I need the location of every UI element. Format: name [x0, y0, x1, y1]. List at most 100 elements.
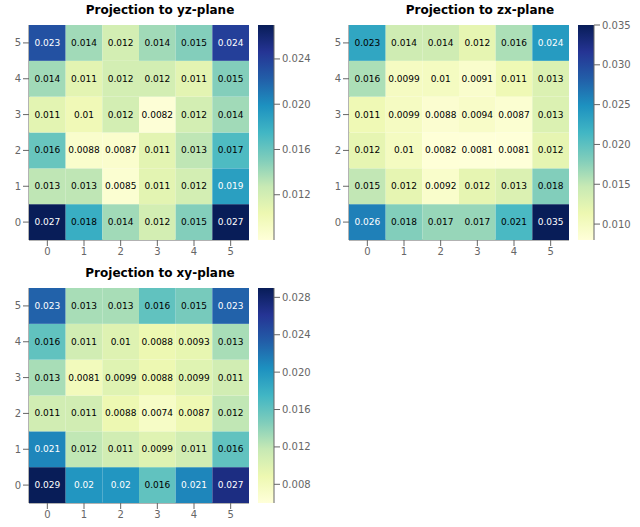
svg-text:0.025: 0.025	[602, 99, 631, 110]
svg-text:0: 0	[15, 217, 21, 228]
svg-text:5: 5	[227, 509, 233, 520]
svg-text:0.013: 0.013	[501, 181, 527, 191]
svg-text:0.0081: 0.0081	[498, 145, 530, 155]
svg-text:0.013: 0.013	[34, 181, 60, 191]
svg-text:5: 5	[15, 300, 21, 311]
svg-text:0.024: 0.024	[282, 329, 311, 340]
svg-text:2: 2	[15, 145, 21, 156]
svg-text:0: 0	[364, 246, 370, 257]
svg-text:0.015: 0.015	[181, 301, 207, 311]
svg-text:0.014: 0.014	[108, 217, 134, 227]
svg-text:0.013: 0.013	[538, 74, 564, 84]
svg-text:0.024: 0.024	[282, 53, 311, 64]
svg-text:3: 3	[15, 372, 21, 383]
svg-text:0.016: 0.016	[282, 144, 311, 155]
svg-text:2: 2	[335, 145, 341, 156]
svg-text:0.014: 0.014	[34, 74, 60, 84]
svg-text:0.029: 0.029	[34, 480, 60, 490]
svg-text:0.0081: 0.0081	[68, 373, 100, 383]
svg-text:0.0074: 0.0074	[142, 408, 174, 418]
svg-text:0.0081: 0.0081	[462, 145, 494, 155]
svg-text:0.008: 0.008	[282, 479, 311, 490]
svg-text:0.026: 0.026	[354, 217, 380, 227]
svg-text:0.01: 0.01	[431, 74, 451, 84]
svg-text:0.0088: 0.0088	[68, 145, 100, 155]
svg-text:0.01: 0.01	[74, 110, 94, 120]
svg-text:0.01: 0.01	[111, 337, 131, 347]
svg-text:0.0091: 0.0091	[462, 74, 494, 84]
svg-text:0.017: 0.017	[464, 217, 490, 227]
svg-text:0.02: 0.02	[74, 480, 94, 490]
svg-text:0.01: 0.01	[394, 145, 414, 155]
svg-text:0.016: 0.016	[144, 480, 170, 490]
svg-text:0.016: 0.016	[34, 337, 60, 347]
svg-text:0.016: 0.016	[144, 301, 170, 311]
svg-text:0.012: 0.012	[144, 74, 170, 84]
svg-text:0.0088: 0.0088	[425, 110, 457, 120]
svg-text:5: 5	[15, 37, 21, 48]
svg-text:0.012: 0.012	[391, 181, 417, 191]
svg-text:0.011: 0.011	[354, 110, 380, 120]
svg-text:0.014: 0.014	[218, 110, 244, 120]
svg-text:0.012: 0.012	[108, 74, 134, 84]
svg-text:3: 3	[154, 509, 160, 520]
svg-text:0.013: 0.013	[71, 181, 97, 191]
svg-text:0.0082: 0.0082	[142, 110, 174, 120]
svg-text:0.027: 0.027	[218, 217, 244, 227]
svg-text:0.024: 0.024	[218, 38, 244, 48]
svg-text:0.027: 0.027	[218, 480, 244, 490]
svg-text:0: 0	[44, 509, 50, 520]
svg-text:0.010: 0.010	[602, 219, 631, 230]
svg-text:0.016: 0.016	[282, 404, 311, 415]
svg-text:0.02: 0.02	[111, 480, 131, 490]
svg-text:0.021: 0.021	[34, 444, 60, 454]
svg-text:0.012: 0.012	[464, 181, 490, 191]
svg-text:0.0088: 0.0088	[105, 408, 137, 418]
svg-text:0.017: 0.017	[428, 217, 454, 227]
svg-text:1: 1	[15, 444, 21, 455]
svg-text:1: 1	[81, 509, 87, 520]
svg-text:0.012: 0.012	[538, 145, 564, 155]
svg-text:0.0099: 0.0099	[388, 74, 420, 84]
svg-text:0.014: 0.014	[71, 38, 97, 48]
svg-text:1: 1	[401, 246, 407, 257]
svg-text:0.023: 0.023	[34, 38, 60, 48]
svg-text:0.014: 0.014	[144, 38, 170, 48]
svg-text:0.0085: 0.0085	[105, 181, 137, 191]
svg-text:0.011: 0.011	[34, 408, 60, 418]
svg-text:5: 5	[547, 246, 553, 257]
svg-text:0.0099: 0.0099	[388, 110, 420, 120]
svg-text:0.0088: 0.0088	[142, 373, 174, 383]
svg-text:0.020: 0.020	[602, 139, 631, 150]
svg-text:1: 1	[81, 246, 87, 257]
svg-text:2: 2	[15, 408, 21, 419]
svg-text:0.030: 0.030	[602, 59, 631, 70]
svg-text:5: 5	[335, 37, 341, 48]
svg-text:0.011: 0.011	[144, 145, 170, 155]
svg-text:0.023: 0.023	[354, 38, 380, 48]
svg-text:0.014: 0.014	[428, 38, 454, 48]
svg-text:0.0087: 0.0087	[178, 408, 210, 418]
svg-text:2: 2	[437, 246, 443, 257]
svg-text:0.015: 0.015	[181, 38, 207, 48]
svg-text:0.0093: 0.0093	[178, 337, 210, 347]
svg-text:0.0094: 0.0094	[462, 110, 494, 120]
svg-text:0.013: 0.013	[108, 301, 134, 311]
svg-text:0.015: 0.015	[181, 217, 207, 227]
svg-text:0.021: 0.021	[501, 217, 527, 227]
svg-text:1: 1	[15, 181, 21, 192]
svg-text:0.012: 0.012	[282, 189, 311, 200]
svg-text:0.013: 0.013	[181, 145, 207, 155]
svg-text:0.012: 0.012	[144, 217, 170, 227]
svg-text:0.027: 0.027	[34, 217, 60, 227]
svg-text:0.013: 0.013	[71, 301, 97, 311]
svg-text:0.013: 0.013	[34, 373, 60, 383]
svg-text:0.012: 0.012	[282, 441, 311, 452]
svg-text:0.020: 0.020	[282, 99, 311, 110]
svg-text:0.011: 0.011	[181, 74, 207, 84]
svg-text:0.015: 0.015	[218, 74, 244, 84]
svg-text:3: 3	[15, 109, 21, 120]
svg-text:0.024: 0.024	[538, 38, 564, 48]
svg-text:0.011: 0.011	[71, 74, 97, 84]
svg-text:4: 4	[15, 73, 21, 84]
